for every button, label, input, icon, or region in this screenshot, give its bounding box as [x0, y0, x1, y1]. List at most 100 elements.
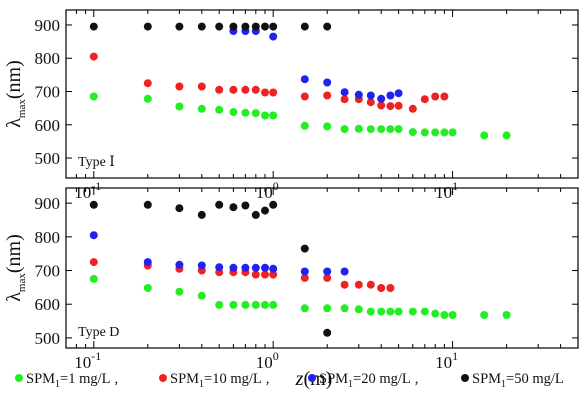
panel-label: Type D [78, 325, 119, 340]
legend-item-spm50: SPM1=50 mg/L [461, 371, 564, 390]
data-point [229, 108, 237, 116]
legend-marker [159, 374, 167, 382]
data-point [386, 102, 394, 110]
data-point [301, 304, 309, 312]
data-point [144, 284, 152, 292]
data-point [229, 264, 237, 272]
data-point [323, 79, 331, 87]
y-tick-label: 600 [35, 116, 61, 135]
data-point [341, 125, 349, 133]
data-point [252, 86, 260, 94]
data-point [355, 125, 363, 133]
data-point [421, 128, 429, 136]
data-point [144, 201, 152, 209]
y-tick-label: 900 [35, 16, 61, 35]
series-spm20 [90, 231, 349, 275]
data-point [269, 112, 277, 120]
data-point [323, 268, 331, 276]
data-point [261, 89, 269, 97]
data-point [241, 301, 249, 309]
data-point [229, 203, 237, 211]
data-point [355, 281, 363, 289]
legend-item-spm10: SPM1=10 mg/L, [159, 371, 269, 390]
data-point [261, 112, 269, 120]
legend-marker [308, 374, 316, 382]
data-point [367, 92, 375, 100]
series-spm50 [90, 23, 331, 31]
data-point [367, 281, 375, 289]
data-point [269, 33, 277, 41]
series-spm1 [90, 275, 511, 319]
data-point [409, 105, 417, 113]
data-point [301, 75, 309, 83]
data-point [503, 311, 511, 319]
data-point [386, 125, 394, 133]
legend-label: SPM1=10 mg/L, [170, 371, 269, 390]
data-point [341, 268, 349, 276]
data-point [480, 131, 488, 139]
data-point [215, 86, 223, 94]
data-point [386, 92, 394, 100]
data-point [301, 268, 309, 276]
data-point [90, 53, 98, 61]
data-point [323, 329, 331, 337]
legend-label: SPM1=50 mg/L [472, 371, 564, 390]
data-point [229, 23, 237, 31]
data-point [367, 308, 375, 316]
data-point [198, 262, 206, 270]
data-point [144, 95, 152, 103]
data-point [341, 304, 349, 312]
data-point [175, 261, 183, 269]
data-point [377, 125, 385, 133]
x-tick-label: 100 [256, 179, 279, 202]
data-point [229, 301, 237, 309]
y-tick-label: 800 [35, 228, 61, 247]
legend-marker [461, 374, 469, 382]
data-point [440, 311, 448, 319]
data-point [90, 258, 98, 266]
data-point [90, 23, 98, 31]
data-point [252, 264, 260, 272]
data-point [341, 95, 349, 103]
data-point [395, 102, 403, 110]
data-point [261, 264, 269, 272]
data-point [175, 83, 183, 91]
data-point [269, 265, 277, 273]
data-point [386, 308, 394, 316]
data-point [301, 122, 309, 130]
data-point [175, 103, 183, 111]
data-point [269, 301, 277, 309]
data-point [323, 304, 331, 312]
data-point [252, 23, 260, 31]
data-point [241, 23, 249, 31]
data-point [175, 288, 183, 296]
data-point [269, 23, 277, 31]
series-spm1 [90, 93, 511, 140]
plot-frame [66, 10, 578, 178]
x-tick-label: 10-1 [74, 349, 101, 372]
data-point [175, 23, 183, 31]
data-point [449, 128, 457, 136]
data-point [252, 109, 260, 117]
panel-label: Type Ⅰ [78, 155, 115, 170]
data-point [301, 23, 309, 31]
data-point [144, 23, 152, 31]
legend: SPM1=1 mg/L, SPM1=10 mg/L, SPM1=20 mg/L, SP… [15, 371, 564, 390]
data-point [198, 105, 206, 113]
series-spm10 [90, 53, 449, 113]
y-tick-label: 600 [35, 295, 61, 314]
plot-frame [66, 188, 578, 348]
panel-2: 500 600 700 800 900 10-1 100 101 λmax(nm) Type D z… [3, 188, 578, 390]
data-point [431, 128, 439, 136]
data-point [377, 284, 385, 292]
data-point [440, 93, 448, 101]
y-tick-label: 700 [35, 262, 61, 281]
y-axis-label: λmax(nm) [3, 234, 28, 302]
data-point [229, 86, 237, 94]
data-point [144, 79, 152, 87]
x-tick-label: 10-1 [74, 179, 101, 202]
data-point [355, 305, 363, 313]
data-point [323, 122, 331, 130]
data-point [341, 88, 349, 96]
series-spm10 [90, 258, 395, 292]
